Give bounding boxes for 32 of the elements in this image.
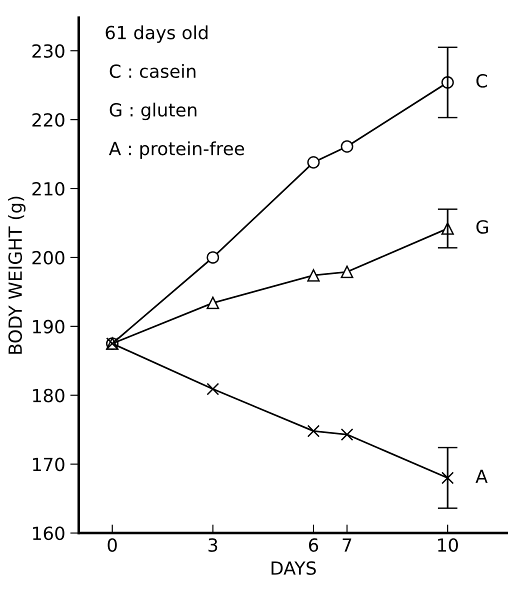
y-axis-title: BODY WEIGHT (g) — [8, 196, 26, 354]
annotation: C : casein — [110, 64, 196, 78]
y-tick-label: 190 — [33, 320, 64, 334]
y-tick-label: 200 — [32, 250, 64, 265]
point — [206, 296, 220, 310]
x-tick-label: 3 — [208, 538, 218, 552]
series-label: A — [476, 470, 488, 483]
point — [307, 269, 320, 282]
point — [441, 472, 454, 484]
y-tick-label: 210 — [32, 182, 64, 196]
point — [340, 140, 354, 153]
annotation: 61 days old — [106, 25, 208, 43]
x-tick-label: 6 — [309, 538, 318, 552]
annotation: G : gluten — [110, 102, 196, 120]
y-tick-label: 160 — [33, 526, 64, 540]
y-tick-label: 170 — [33, 458, 64, 472]
y-tick-label: 220 — [32, 113, 64, 127]
series-label: G — [476, 220, 488, 234]
x-tick-label: 10 — [438, 538, 458, 552]
point — [206, 382, 220, 396]
point — [340, 428, 354, 441]
point — [206, 251, 220, 264]
x-axis-title: DAYS — [272, 561, 316, 575]
point — [340, 266, 354, 278]
x-tick-label: 0 — [108, 538, 117, 552]
annotation: A : protein-free — [108, 141, 244, 159]
series-label: C — [476, 74, 488, 88]
y-tick-label: 180 — [33, 388, 64, 402]
y-tick-label: 230 — [32, 44, 64, 58]
point — [307, 156, 320, 169]
x-tick-label: 7 — [342, 538, 352, 552]
point — [307, 424, 320, 438]
